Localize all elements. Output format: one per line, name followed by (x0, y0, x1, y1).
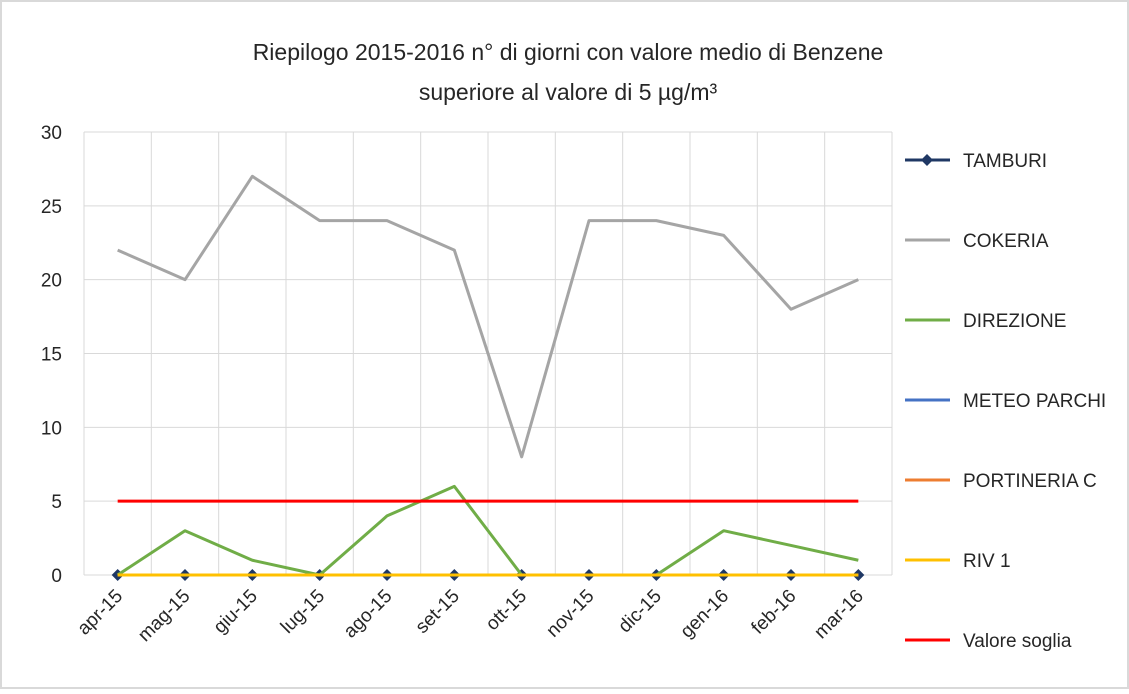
legend-label: COKERIA (963, 231, 1049, 252)
series-line (116, 484, 859, 577)
y-tick-label: 30 (41, 123, 62, 144)
legend-label: METEO PARCHI (963, 391, 1106, 412)
chart-title: Riepilogo 2015-2016 n° di giorni con val… (253, 39, 884, 65)
legend-marker (921, 154, 933, 166)
y-tick-label: 0 (51, 566, 62, 587)
legend-label: DIREZIONE (963, 311, 1066, 332)
y-tick-label: 20 (41, 271, 62, 292)
legend-label: TAMBURI (963, 151, 1047, 172)
y-tick-label: 25 (41, 197, 62, 218)
y-tick-label: 10 (41, 418, 62, 439)
legend-label: Valore soglia (963, 631, 1072, 652)
series-line (117, 174, 859, 459)
legend-label: PORTINERIA C (963, 471, 1097, 492)
y-tick-label: 5 (51, 492, 62, 513)
legend-label: RIV 1 (963, 551, 1011, 572)
y-tick-label: 15 (41, 345, 62, 366)
chart-title: superiore al valore di 5 µg/m³ (419, 79, 718, 105)
